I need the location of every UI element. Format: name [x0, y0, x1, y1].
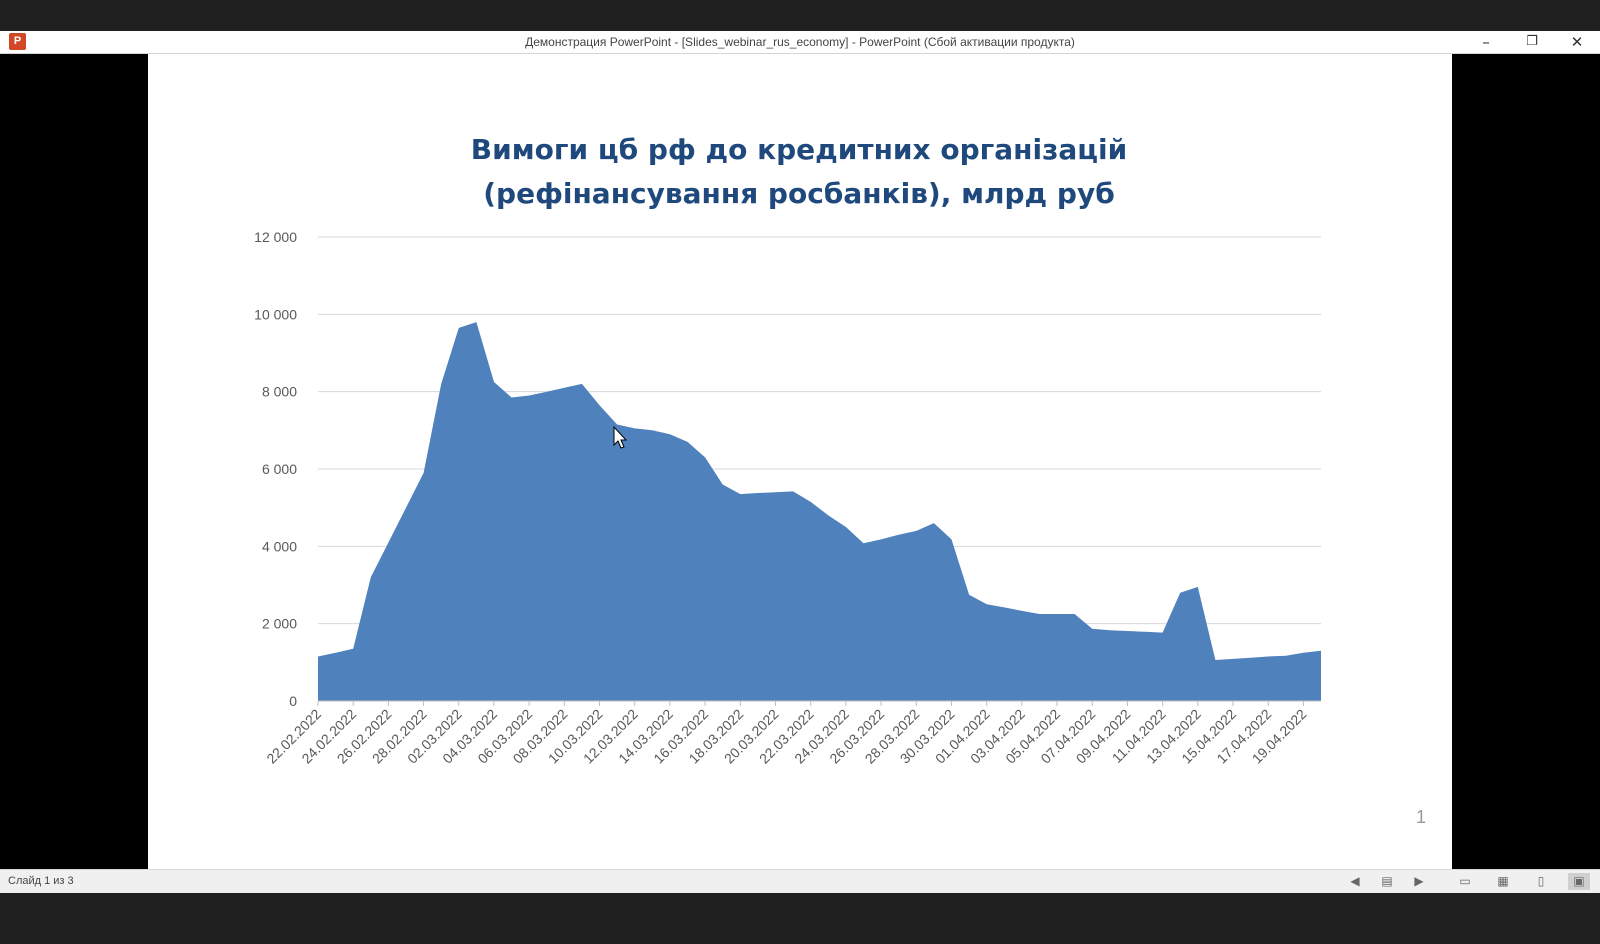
y-tick-label: 6 000 [262, 461, 297, 477]
screen-bottom-bar [0, 893, 1600, 944]
y-tick-label: 4 000 [262, 538, 297, 554]
slide[interactable]: Вимоги цб рф до кредитних організацій (р… [148, 54, 1452, 869]
y-tick-label: 8 000 [262, 384, 297, 400]
area-chart: Вимоги цб рф до кредитних організацій (р… [254, 133, 1426, 827]
y-tick-label: 2 000 [262, 616, 297, 632]
window-titlebar: P Демонстрация PowerPoint - [Slides_webi… [0, 31, 1600, 54]
next-slide-icon[interactable]: ▶ [1414, 874, 1424, 888]
window-title: Демонстрация PowerPoint - [Slides_webina… [525, 35, 1075, 49]
area-series-fill [318, 322, 1321, 701]
mouse-cursor-icon [613, 425, 628, 449]
minimize-button[interactable]: – [1482, 33, 1490, 51]
powerpoint-icon: P [9, 33, 26, 50]
close-button[interactable]: ✕ [1570, 33, 1584, 51]
slideshow-stage: Вимоги цб рф до кредитних організацій (р… [0, 54, 1600, 869]
reading-view-icon[interactable]: ▯ [1537, 874, 1545, 888]
slide-title-line1: Вимоги цб рф до кредитних організацій [471, 133, 1127, 166]
x-axis-ticks: 22.02.202224.02.202226.02.202228.02.2022… [263, 701, 1310, 767]
slide-title-line2: (рефінансування росбанків), млрд руб [483, 177, 1115, 210]
slide-number: 1 [1416, 807, 1426, 827]
y-tick-label: 12 000 [254, 229, 297, 245]
slideshow-icon[interactable]: ▣ [1568, 873, 1590, 890]
area-series [318, 322, 1321, 702]
status-bar: Слайд 1 из 3 ◀ ▤ ▶ ▭ ▦ ▯ ▣ [0, 869, 1600, 893]
y-tick-label: 0 [289, 693, 297, 709]
slide-counter: Слайд 1 из 3 [8, 875, 74, 887]
normal-view-icon[interactable]: ▭ [1459, 874, 1471, 888]
screen-top-bar [0, 0, 1600, 31]
notes-icon[interactable]: ▤ [1381, 874, 1393, 888]
slide-sorter-icon[interactable]: ▦ [1497, 874, 1509, 888]
y-axis-ticks: 0 2 000 4 000 6 000 8 000 10 000 12 000 [254, 229, 297, 709]
restore-button[interactable]: ❐ [1526, 34, 1538, 49]
y-tick-label: 10 000 [254, 306, 297, 322]
prev-slide-icon[interactable]: ◀ [1350, 874, 1360, 888]
